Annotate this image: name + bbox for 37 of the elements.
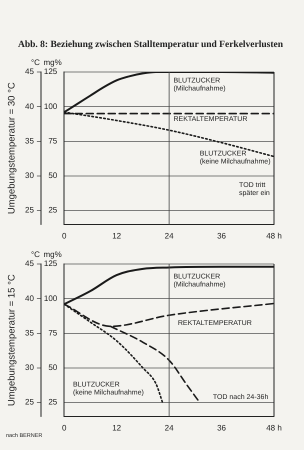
y-tick-label: 45 (24, 259, 34, 268)
y-tick-label: 40 (24, 294, 34, 303)
x-tick-label: 12 (112, 423, 122, 432)
y-tick-label: 40 (24, 102, 34, 111)
text: Umgebungstemperatur = 15 °C (6, 274, 18, 406)
x-tick-label: 36 (217, 231, 227, 240)
x-tick-label: 48 h (266, 423, 282, 432)
x-tick-label: 36 (217, 423, 227, 432)
x-tick-label: 24 (164, 231, 174, 240)
text: Umgebungstemperatur = 30 °C (6, 82, 18, 214)
y-tick-label: 30 (24, 363, 34, 372)
x-tick-label: 0 (62, 423, 68, 432)
y2-tick-label: 75 (48, 136, 58, 146)
y2-tick-label: 75 (48, 328, 58, 338)
y-tick-label: 35 (24, 136, 34, 146)
y-tick-label: 25 (24, 398, 34, 407)
y-axis-title: °C (30, 250, 40, 260)
y2-tick-label: 25 (48, 206, 58, 215)
y2-tick-label: 50 (48, 363, 58, 372)
y-tick-label: 30 (24, 171, 34, 180)
y2-tick-label: 100 (44, 102, 58, 111)
y-tick-label: 45 (24, 67, 34, 76)
y2-tick-label: 125 (44, 259, 58, 268)
y2-tick-label: 125 (44, 67, 58, 76)
x-tick-label: 12 (112, 231, 122, 240)
y2-tick-label: 100 (44, 294, 58, 303)
y2-tick-label: 50 (48, 171, 58, 180)
y2-axis-title: mg% (43, 250, 62, 260)
x-tick-label: 24 (164, 423, 174, 432)
y2-axis-title: mg% (43, 58, 62, 68)
x-tick-label: 48 h (266, 231, 282, 240)
y-tick-label: 25 (24, 206, 34, 215)
x-tick-label: 0 (62, 231, 68, 240)
y2-tick-label: 25 (48, 398, 58, 407)
chart-title: Abb. 8: Beziehung zwischen Stalltemperatur und Ferkelverlusten (17, 39, 284, 52)
y-axis-title: °C (30, 58, 40, 68)
y-tick-label: 35 (24, 328, 34, 338)
